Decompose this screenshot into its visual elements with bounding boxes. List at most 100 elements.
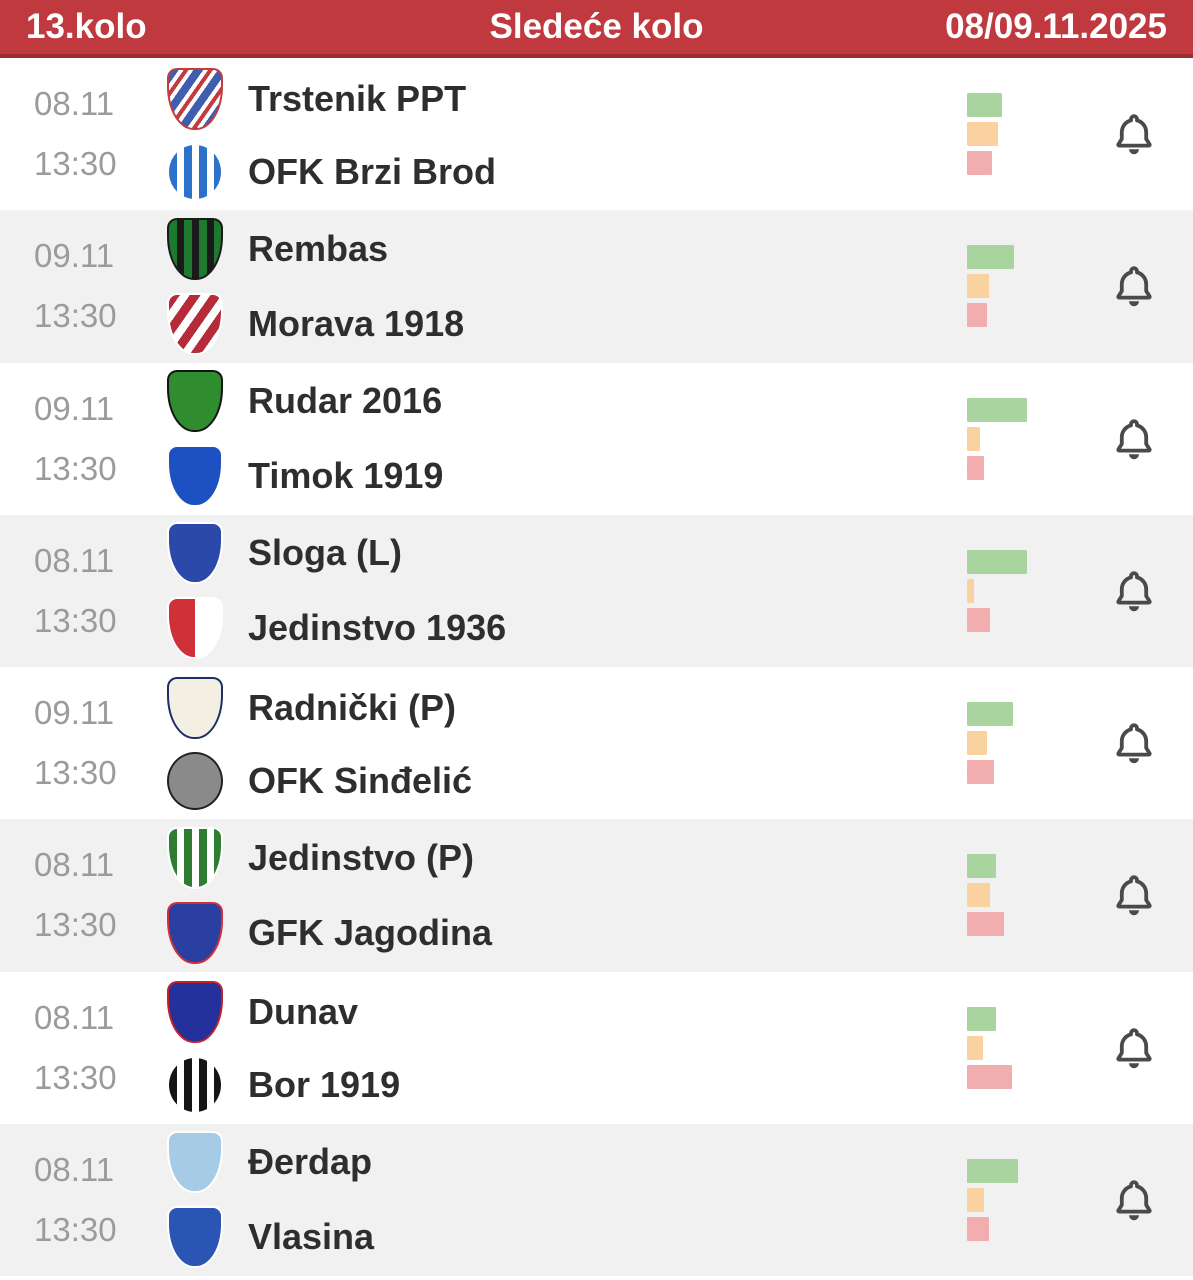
prediction-bars [967, 1006, 1075, 1089]
away-team-name: GFK Jagodina [248, 911, 493, 953]
home-team: Radnički (P) [160, 676, 967, 739]
match-teams: Dunav Bor 1919 [160, 981, 967, 1115]
home-team: Jedinstvo (P) [160, 826, 967, 889]
away-team-logo-icon [167, 1206, 223, 1269]
home-team-logo-icon [167, 217, 223, 280]
match-row[interactable]: 08.11 13:30 Sloga (L) Jedinstvo 1936 [0, 514, 1193, 667]
home-team-name: Rudar 2016 [248, 380, 443, 422]
match-teams: Sloga (L) Jedinstvo 1936 [160, 522, 967, 660]
home-team-name: Sloga (L) [248, 532, 402, 574]
draw-bar [967, 426, 980, 451]
header: 13.kolo Sledeće kolo 08/09.11.2025 [0, 0, 1193, 58]
fixtures-list: 08.11 13:30 Trstenik PPT OFK Brzi Brod [0, 58, 1193, 1276]
match-row[interactable]: 09.11 13:30 Radnički (P) OFK Sinđelić [0, 667, 1193, 820]
away-win-bar [967, 303, 987, 328]
away-win-bar [967, 1216, 989, 1241]
match-date: 08.11 [34, 541, 115, 579]
notification-bell-button[interactable] [1108, 1022, 1160, 1074]
home-team: Rudar 2016 [160, 370, 967, 433]
away-team: Bor 1919 [160, 1056, 967, 1115]
home-team-logo-icon [167, 1131, 223, 1194]
match-time: 13:30 [34, 754, 117, 792]
away-team-name: Morava 1918 [248, 302, 465, 344]
bell-icon [1116, 1027, 1152, 1068]
away-team-logo-icon [167, 292, 223, 355]
match-datetime: 08.11 13:30 [0, 85, 160, 183]
notification-bell-button[interactable] [1108, 869, 1160, 921]
match-time: 13:30 [34, 906, 117, 944]
match-row[interactable]: 08.11 13:30 Đerdap Vlasina [0, 1123, 1193, 1276]
draw-bar [967, 122, 998, 147]
notification-bell-button[interactable] [1108, 565, 1160, 617]
match-datetime: 08.11 13:30 [0, 1151, 160, 1249]
match-date: 09.11 [34, 237, 115, 275]
match-time: 13:30 [34, 1058, 117, 1096]
home-win-bar [967, 93, 1002, 118]
away-team-logo-icon [167, 1056, 223, 1115]
draw-bar [967, 274, 989, 299]
home-win-bar [967, 245, 1014, 270]
home-team: Trstenik PPT [160, 67, 967, 130]
away-team: Vlasina [160, 1206, 967, 1269]
notification-bell-button[interactable] [1108, 717, 1160, 769]
match-date: 08.11 [34, 998, 115, 1036]
away-team-name: Jedinstvo 1936 [248, 607, 507, 649]
prediction-bars [967, 93, 1075, 176]
away-win-bar [967, 1064, 1012, 1089]
match-teams: Jedinstvo (P) GFK Jagodina [160, 826, 967, 964]
prediction-bars [967, 854, 1075, 937]
home-win-bar [967, 549, 1027, 574]
prediction-bars [967, 702, 1075, 785]
away-team-name: OFK Sinđelić [248, 759, 473, 801]
bell-icon [1116, 875, 1152, 916]
draw-bar [967, 1035, 983, 1060]
match-datetime: 09.11 13:30 [0, 237, 160, 335]
home-team-name: Radnički (P) [248, 686, 457, 728]
match-row[interactable]: 09.11 13:30 Rembas Morava 1918 [0, 210, 1193, 363]
bell-icon [1116, 266, 1152, 307]
away-win-bar [967, 151, 992, 176]
match-teams: Trstenik PPT OFK Brzi Brod [160, 67, 967, 201]
match-time: 13:30 [34, 297, 117, 335]
match-date: 08.11 [34, 846, 115, 884]
home-team-logo-icon [167, 67, 223, 130]
match-row[interactable]: 08.11 13:30 Trstenik PPT OFK Brzi Brod [0, 58, 1193, 211]
home-team-name: Rembas [248, 227, 389, 269]
away-team: GFK Jagodina [160, 901, 967, 964]
match-time: 13:30 [34, 601, 117, 639]
bell-icon [1116, 571, 1152, 612]
match-date: 09.11 [34, 389, 115, 427]
away-team-name: OFK Brzi Brod [248, 150, 496, 192]
prediction-bars [967, 1158, 1075, 1241]
home-team: Dunav [160, 981, 967, 1044]
home-win-bar [967, 397, 1027, 422]
home-team: Đerdap [160, 1131, 967, 1194]
notification-bell-button[interactable] [1108, 1174, 1160, 1226]
draw-bar [967, 731, 987, 756]
match-datetime: 09.11 13:30 [0, 390, 160, 488]
notification-bell-button[interactable] [1108, 260, 1160, 312]
match-datetime: 09.11 13:30 [0, 694, 160, 792]
home-team-logo-icon [167, 981, 223, 1044]
draw-bar [967, 578, 974, 603]
match-date: 08.11 [34, 1150, 115, 1188]
away-win-bar [967, 760, 994, 785]
notification-bell-button[interactable] [1108, 413, 1160, 465]
match-date: 09.11 [34, 694, 115, 732]
match-row[interactable]: 08.11 13:30 Jedinstvo (P) GFK Jagodina [0, 819, 1193, 972]
match-time: 13:30 [34, 1210, 117, 1248]
away-win-bar [967, 912, 1004, 937]
away-team-logo-icon [167, 597, 223, 660]
away-team-name: Bor 1919 [248, 1064, 401, 1106]
match-time: 13:30 [34, 145, 117, 183]
notification-bell-button[interactable] [1108, 108, 1160, 160]
home-team: Rembas [160, 217, 967, 280]
away-team: Jedinstvo 1936 [160, 597, 967, 660]
home-team-name: Trstenik PPT [248, 77, 467, 119]
away-team: Morava 1918 [160, 292, 967, 355]
match-datetime: 08.11 13:30 [0, 542, 160, 640]
match-row[interactable]: 08.11 13:30 Dunav Bor 1919 [0, 971, 1193, 1124]
match-time: 13:30 [34, 449, 117, 487]
match-row[interactable]: 09.11 13:30 Rudar 2016 Timok 1919 [0, 362, 1193, 515]
bell-icon [1116, 418, 1152, 459]
